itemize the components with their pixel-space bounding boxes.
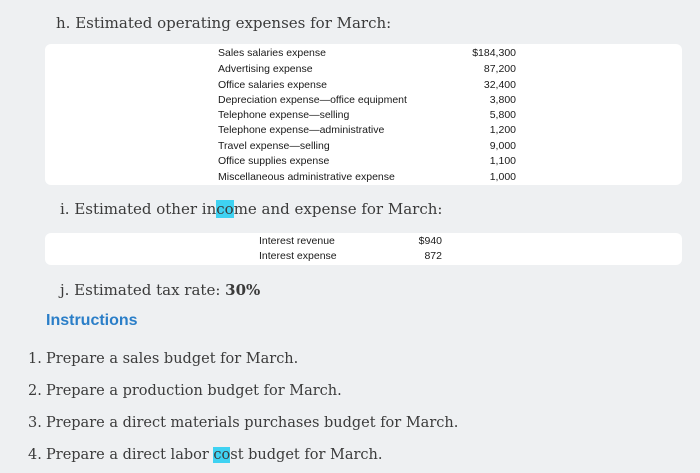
step-text: Prepare a sales budget for March. (46, 351, 299, 367)
instruction-step-2: 2. Prepare a production budget for March. (28, 383, 342, 399)
step-number: 4. (28, 447, 42, 463)
expense-amount: $184,300 (472, 47, 516, 59)
expense-label: Advertising expense (218, 63, 313, 75)
section-i-title-start: i. Estimated other in (60, 200, 217, 218)
search-highlight: co (216, 200, 234, 218)
step-number: 1. (28, 351, 42, 367)
step-text-start: Prepare a direct labor (46, 447, 214, 463)
expense-label: Office salaries expense (218, 79, 327, 91)
expense-amount: 1,000 (489, 171, 516, 183)
income-amount: 872 (424, 250, 442, 262)
expense-amount: 9,000 (489, 140, 516, 152)
expense-label: Travel expense—selling (218, 140, 330, 152)
operating-expenses-panel: Sales salaries expense $184,300 Advertis… (45, 44, 682, 185)
instruction-step-4: 4. Prepare a direct labor cost budget for… (28, 447, 382, 463)
step-text: Prepare a production budget for March. (46, 383, 342, 399)
instructions-heading: Instructions (46, 312, 138, 329)
expense-label: Telephone expense—administrative (218, 124, 385, 136)
step-text: Prepare a direct materials purchases bud… (46, 415, 459, 431)
expense-amount: 3,800 (489, 94, 516, 106)
section-i-title-end: me and expense for March: (233, 200, 443, 218)
step-text-end: st budget for March. (230, 447, 383, 463)
tax-rate-label: j. Estimated tax rate: (60, 281, 226, 299)
expense-amount: 1,200 (489, 124, 516, 136)
expense-label: Sales salaries expense (218, 47, 326, 59)
expense-amount: 1,100 (489, 155, 516, 167)
expense-label: Depreciation expense—office equipment (218, 94, 407, 106)
expense-amount: 5,800 (489, 109, 516, 121)
step-number: 3. (28, 415, 42, 431)
instruction-step-1: 1. Prepare a sales budget for March. (28, 351, 298, 367)
income-amount: $940 (418, 235, 442, 247)
expense-amount: 32,400 (483, 79, 516, 91)
expense-label: Telephone expense—selling (218, 109, 350, 121)
expense-amount: 87,200 (483, 63, 516, 75)
other-income-panel: Interest revenue $940 Interest expense 8… (45, 233, 682, 265)
section-i-title: i. Estimated other income and expense fo… (60, 200, 442, 218)
income-label: Interest expense (259, 250, 337, 262)
section-h-title: h. Estimated operating expenses for Marc… (56, 14, 392, 32)
instruction-step-3: 3. Prepare a direct materials purchases b… (28, 415, 458, 431)
search-highlight: co (213, 447, 231, 463)
tax-rate-value: 30% (225, 281, 261, 299)
expense-label: Miscellaneous administrative expense (218, 171, 395, 183)
section-j-title: j. Estimated tax rate: 30% (60, 281, 260, 299)
expense-label: Office supplies expense (218, 155, 330, 167)
income-label: Interest revenue (259, 235, 335, 247)
step-number: 2. (28, 383, 42, 399)
